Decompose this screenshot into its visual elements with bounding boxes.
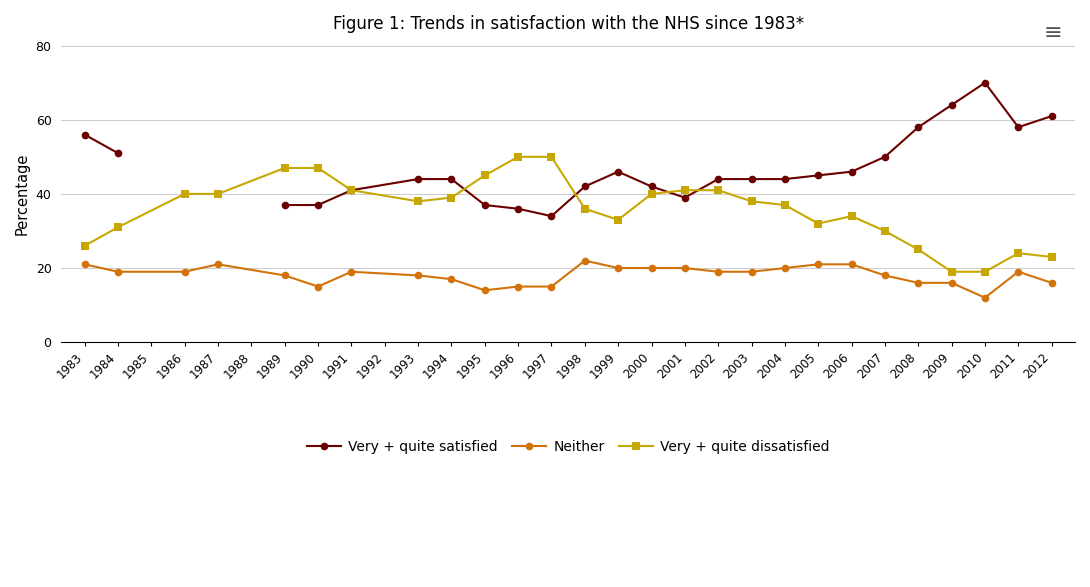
Very + quite dissatisfied: [979, 268, 992, 275]
Neither: [445, 276, 458, 283]
Line: Very + quite satisfied: Very + quite satisfied: [81, 79, 1055, 220]
Neither: [845, 261, 858, 268]
Very + quite dissatisfied: [78, 242, 92, 249]
Title: Figure 1: Trends in satisfaction with the NHS since 1983*: Figure 1: Trends in satisfaction with th…: [332, 15, 803, 33]
Very + quite satisfied: [312, 201, 325, 208]
Neither: [778, 265, 791, 272]
Very + quite satisfied: [445, 176, 458, 183]
Very + quite satisfied: [111, 150, 124, 157]
Legend: Very + quite satisfied, Neither, Very + quite dissatisfied: Very + quite satisfied, Neither, Very + …: [301, 434, 835, 460]
Very + quite dissatisfied: [278, 164, 291, 171]
Very + quite satisfied: [945, 102, 958, 109]
Neither: [412, 272, 425, 279]
Neither: [911, 279, 924, 286]
Very + quite satisfied: [979, 79, 992, 86]
Very + quite satisfied: [879, 153, 892, 160]
Very + quite satisfied: [778, 176, 791, 183]
Neither: [78, 261, 92, 268]
Very + quite dissatisfied: [111, 224, 124, 231]
Very + quite dissatisfied: [611, 217, 625, 224]
Neither: [479, 286, 492, 294]
Very + quite dissatisfied: [911, 246, 924, 253]
Text: ≡: ≡: [1044, 23, 1063, 43]
Very + quite satisfied: [511, 205, 524, 212]
Very + quite dissatisfied: [712, 187, 725, 194]
Very + quite satisfied: [1045, 113, 1058, 120]
Neither: [611, 265, 625, 272]
Very + quite satisfied: [1012, 124, 1025, 131]
Very + quite dissatisfied: [744, 198, 758, 205]
Very + quite dissatisfied: [778, 201, 791, 208]
Neither: [744, 268, 758, 275]
Very + quite dissatisfied: [178, 190, 191, 197]
Very + quite dissatisfied: [879, 227, 892, 234]
Line: Very + quite dissatisfied: Very + quite dissatisfied: [81, 153, 1055, 275]
Line: Neither: Neither: [81, 257, 1055, 302]
Neither: [545, 283, 558, 290]
Very + quite satisfied: [911, 124, 924, 131]
Neither: [278, 272, 291, 279]
Neither: [712, 268, 725, 275]
Y-axis label: Percentage: Percentage: [15, 153, 31, 235]
Very + quite dissatisfied: [812, 220, 825, 227]
Very + quite dissatisfied: [511, 153, 524, 160]
Neither: [812, 261, 825, 268]
Very + quite dissatisfied: [445, 194, 458, 201]
Very + quite satisfied: [812, 172, 825, 179]
Very + quite satisfied: [744, 176, 758, 183]
Very + quite satisfied: [645, 183, 658, 190]
Very + quite dissatisfied: [579, 205, 592, 212]
Neither: [979, 294, 992, 301]
Neither: [645, 265, 658, 272]
Very + quite satisfied: [78, 131, 92, 138]
Very + quite dissatisfied: [479, 172, 492, 179]
Very + quite dissatisfied: [1012, 249, 1025, 257]
Neither: [178, 268, 191, 275]
Very + quite satisfied: [712, 176, 725, 183]
Very + quite satisfied: [678, 194, 691, 201]
Very + quite satisfied: [344, 187, 358, 194]
Very + quite satisfied: [278, 201, 291, 208]
Very + quite satisfied: [479, 201, 492, 208]
Very + quite satisfied: [845, 168, 858, 175]
Very + quite satisfied: [412, 176, 425, 183]
Very + quite dissatisfied: [545, 153, 558, 160]
Very + quite dissatisfied: [645, 190, 658, 197]
Neither: [1045, 279, 1058, 286]
Very + quite satisfied: [545, 212, 558, 220]
Neither: [1012, 268, 1025, 275]
Very + quite satisfied: [611, 168, 625, 175]
Neither: [344, 268, 358, 275]
Very + quite dissatisfied: [344, 187, 358, 194]
Very + quite dissatisfied: [312, 164, 325, 171]
Very + quite dissatisfied: [1045, 254, 1058, 261]
Very + quite dissatisfied: [412, 198, 425, 205]
Neither: [945, 279, 958, 286]
Very + quite dissatisfied: [678, 187, 691, 194]
Neither: [111, 268, 124, 275]
Very + quite dissatisfied: [845, 212, 858, 220]
Very + quite dissatisfied: [211, 190, 225, 197]
Neither: [211, 261, 225, 268]
Neither: [879, 272, 892, 279]
Neither: [678, 265, 691, 272]
Neither: [312, 283, 325, 290]
Neither: [579, 257, 592, 264]
Very + quite dissatisfied: [945, 268, 958, 275]
Very + quite satisfied: [579, 183, 592, 190]
Neither: [511, 283, 524, 290]
